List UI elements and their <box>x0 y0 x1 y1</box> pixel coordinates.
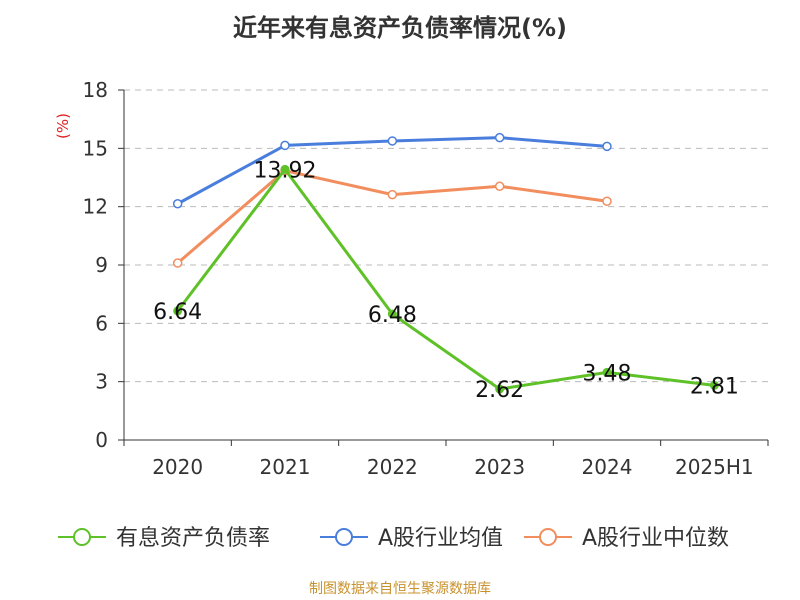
y-tick-label: 0 <box>95 428 108 452</box>
y-tick-label: 15 <box>83 136 108 160</box>
series-line <box>176 167 715 391</box>
data-label: 6.64 <box>153 300 202 325</box>
data-point <box>172 199 183 209</box>
data-point <box>387 309 397 319</box>
data-point <box>387 189 398 200</box>
x-tick-label: 2024 <box>582 455 633 479</box>
y-axis-label: (%) <box>54 113 72 139</box>
data-point <box>494 181 505 191</box>
data-label: 2.81 <box>690 374 739 399</box>
y-tick-label: 3 <box>95 370 108 394</box>
legend-swatch-marker <box>539 528 557 546</box>
x-tick-label: 2020 <box>152 455 203 479</box>
data-point <box>387 136 398 146</box>
data-label: 2.62 <box>475 378 524 403</box>
source-note: 制图数据来自恒生聚源数据库 <box>309 581 491 597</box>
data-point <box>602 367 612 377</box>
series-line <box>176 169 608 265</box>
legend-label: 有息资产负债率 <box>116 526 270 551</box>
data-point <box>173 306 183 316</box>
data-label: 3.48 <box>583 361 632 386</box>
data-point <box>495 384 505 394</box>
y-tick-label: 12 <box>83 195 108 219</box>
data-label: 6.48 <box>368 303 417 328</box>
y-tick-label: 18 <box>83 78 108 102</box>
y-tick-label: 6 <box>95 311 108 335</box>
chart-title: 近年来有息资产负债率情况(%) <box>233 14 567 42</box>
data-point <box>602 196 612 206</box>
y-tick-label: 9 <box>95 253 108 277</box>
legend-label: A股行业中位数 <box>582 526 729 551</box>
x-tick-label: 2022 <box>367 455 418 479</box>
data-label: 13.92 <box>254 158 317 183</box>
data-point <box>602 141 612 152</box>
data-point <box>709 380 719 390</box>
legend-swatch-marker <box>73 528 91 546</box>
x-tick-label: 2021 <box>260 455 311 479</box>
x-tick-label: 2025H1 <box>675 455 754 479</box>
data-point <box>280 140 290 151</box>
legend-label: A股行业均值 <box>378 526 503 551</box>
legend-swatch-marker <box>335 528 353 546</box>
data-point <box>280 164 290 174</box>
data-point <box>172 258 183 268</box>
data-point <box>494 132 505 143</box>
x-tick-label: 2023 <box>474 455 525 479</box>
